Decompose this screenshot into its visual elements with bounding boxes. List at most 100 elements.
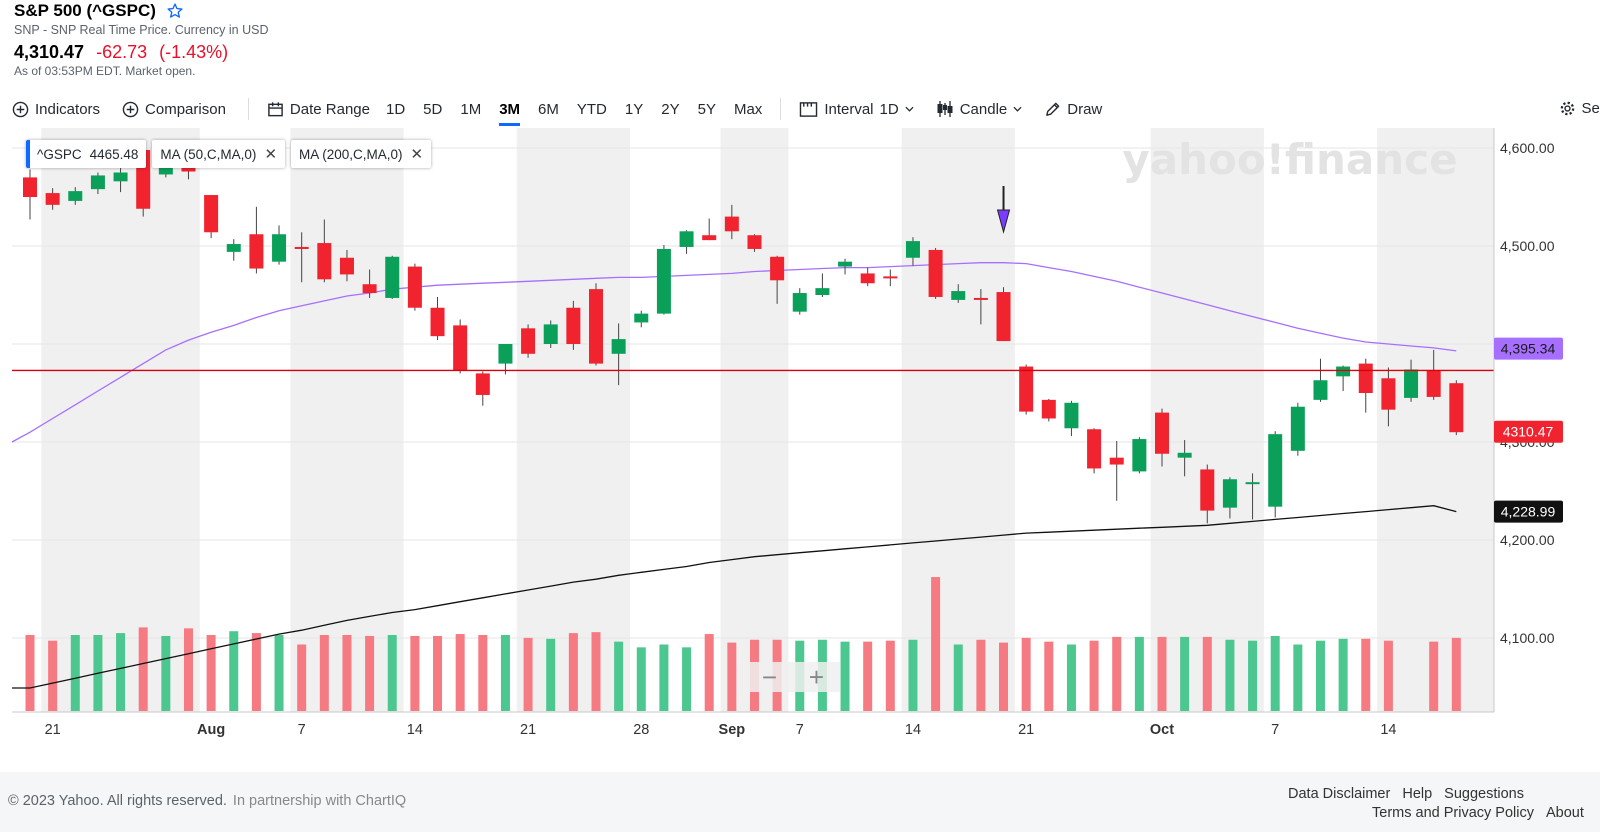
close-icon[interactable]: ✕: [264, 146, 278, 163]
candle-body[interactable]: [272, 234, 287, 262]
zoom-out-button[interactable]: −: [761, 661, 778, 692]
suggestions-link[interactable]: Suggestions: [1444, 786, 1524, 802]
range-max[interactable]: Max: [733, 100, 763, 118]
terms-privacy-link[interactable]: Terms and Privacy Policy: [1372, 805, 1534, 821]
help-link[interactable]: Help: [1402, 786, 1433, 802]
range-3m[interactable]: 3M: [499, 100, 521, 126]
volume-bar: [1361, 638, 1371, 711]
volume-bar: [1248, 640, 1258, 711]
candle-body[interactable]: [1109, 457, 1124, 465]
candle-body[interactable]: [1041, 399, 1056, 419]
candle-body[interactable]: [1245, 482, 1260, 485]
candle-body[interactable]: [1268, 434, 1283, 507]
range-ytd[interactable]: YTD: [576, 100, 607, 118]
candle-body[interactable]: [1222, 479, 1237, 508]
candle-body[interactable]: [1426, 370, 1441, 397]
range-5d[interactable]: 5D: [423, 100, 443, 118]
indicators-button[interactable]: Indicators: [12, 101, 100, 118]
candle-body[interactable]: [1290, 406, 1305, 451]
zoom-in-button[interactable]: +: [808, 661, 825, 692]
candle-body[interactable]: [770, 256, 785, 281]
candle-body[interactable]: [68, 191, 83, 201]
candle-body[interactable]: [724, 216, 739, 232]
candle-body[interactable]: [90, 175, 105, 190]
candle-body[interactable]: [679, 231, 694, 247]
about-link[interactable]: About: [1545, 805, 1584, 821]
candle-body[interactable]: [996, 292, 1011, 342]
candle-body[interactable]: [589, 289, 603, 364]
candle-body[interactable]: [611, 339, 626, 354]
candle-body[interactable]: [1019, 366, 1034, 412]
candle-body[interactable]: [838, 261, 853, 267]
candle-body[interactable]: [475, 373, 490, 395]
candle-body[interactable]: [407, 266, 422, 308]
candle-body[interactable]: [23, 177, 37, 197]
candle-body[interactable]: [1155, 412, 1169, 454]
range-1y[interactable]: 1Y: [624, 100, 644, 118]
candle-body[interactable]: [385, 256, 400, 298]
range-1m[interactable]: 1M: [460, 100, 482, 118]
star-icon[interactable]: [166, 2, 184, 20]
candle-body[interactable]: [1064, 402, 1079, 429]
candle-body[interactable]: [860, 273, 875, 284]
candle-body[interactable]: [521, 328, 536, 354]
candle-body[interactable]: [792, 293, 807, 312]
candle-body[interactable]: [747, 235, 762, 249]
candle-body[interactable]: [498, 344, 513, 364]
candle-body[interactable]: [543, 324, 558, 344]
candle-body[interactable]: [294, 246, 309, 249]
chart-type-dropdown[interactable]: Candle: [936, 100, 1023, 118]
candle-body[interactable]: [1358, 363, 1373, 393]
data-disclaimer-link[interactable]: Data Disclaimer: [1288, 786, 1391, 802]
candle-body[interactable]: [883, 276, 898, 279]
range-6m[interactable]: 6M: [538, 100, 559, 118]
candle-body[interactable]: [1313, 380, 1328, 400]
candle-body[interactable]: [339, 257, 354, 275]
settings-button[interactable]: Set: [1559, 100, 1600, 117]
range-2y[interactable]: 2Y: [661, 100, 680, 118]
candle-icon: [937, 101, 953, 117]
date-range-button[interactable]: Date Range: [267, 101, 370, 118]
candle-body[interactable]: [951, 291, 966, 300]
legend-symbol-chip[interactable]: ^GSPC 4465.48: [26, 140, 147, 168]
candle-body[interactable]: [815, 288, 830, 295]
candle-body[interactable]: [204, 195, 219, 233]
candle-body[interactable]: [249, 234, 264, 269]
candle-body[interactable]: [656, 248, 671, 314]
candle-body[interactable]: [45, 193, 60, 205]
y-tick-label: 4,200.00: [1500, 532, 1555, 548]
comparison-button[interactable]: Comparison: [122, 101, 226, 118]
candle-body[interactable]: [1404, 369, 1419, 398]
volume-bar: [433, 635, 443, 711]
candle-body[interactable]: [905, 241, 920, 258]
candle-body[interactable]: [1087, 429, 1102, 469]
candle-body[interactable]: [430, 307, 445, 337]
candle-body[interactable]: [702, 235, 717, 241]
volume-bar: [183, 628, 193, 711]
interval-dropdown[interactable]: Interval 1D: [799, 101, 914, 118]
candle-body[interactable]: [1200, 469, 1215, 511]
legend-ma50-chip[interactable]: MA (50,C,MA,0) ✕: [152, 140, 286, 168]
candle-body[interactable]: [973, 297, 988, 300]
range-5y[interactable]: 5Y: [697, 100, 716, 118]
range-1d[interactable]: 1D: [385, 100, 406, 118]
candle-body[interactable]: [1132, 439, 1147, 472]
candle-body[interactable]: [453, 325, 468, 371]
candle-body[interactable]: [634, 313, 649, 323]
draw-button[interactable]: Draw: [1044, 101, 1102, 118]
candle-body[interactable]: [317, 243, 332, 280]
price-chart[interactable]: yahoo!finance4,100.004,200.004,300.004,4…: [0, 122, 1600, 772]
candle-body[interactable]: [1177, 452, 1192, 458]
candle-body[interactable]: [1381, 378, 1396, 410]
candle-body[interactable]: [928, 249, 943, 297]
legend-ma200-chip[interactable]: MA (200,C,MA,0) ✕: [291, 140, 432, 168]
close-icon[interactable]: ✕: [410, 146, 424, 163]
candle-body[interactable]: [1336, 366, 1351, 377]
candle-body[interactable]: [113, 172, 128, 182]
candle-body[interactable]: [362, 284, 377, 294]
candle-body[interactable]: [566, 307, 581, 344]
ma200-value-badge-bg: [1494, 500, 1563, 523]
candle-body[interactable]: [1449, 383, 1464, 433]
volume-bar: [1066, 644, 1076, 711]
candle-body[interactable]: [226, 244, 241, 252]
